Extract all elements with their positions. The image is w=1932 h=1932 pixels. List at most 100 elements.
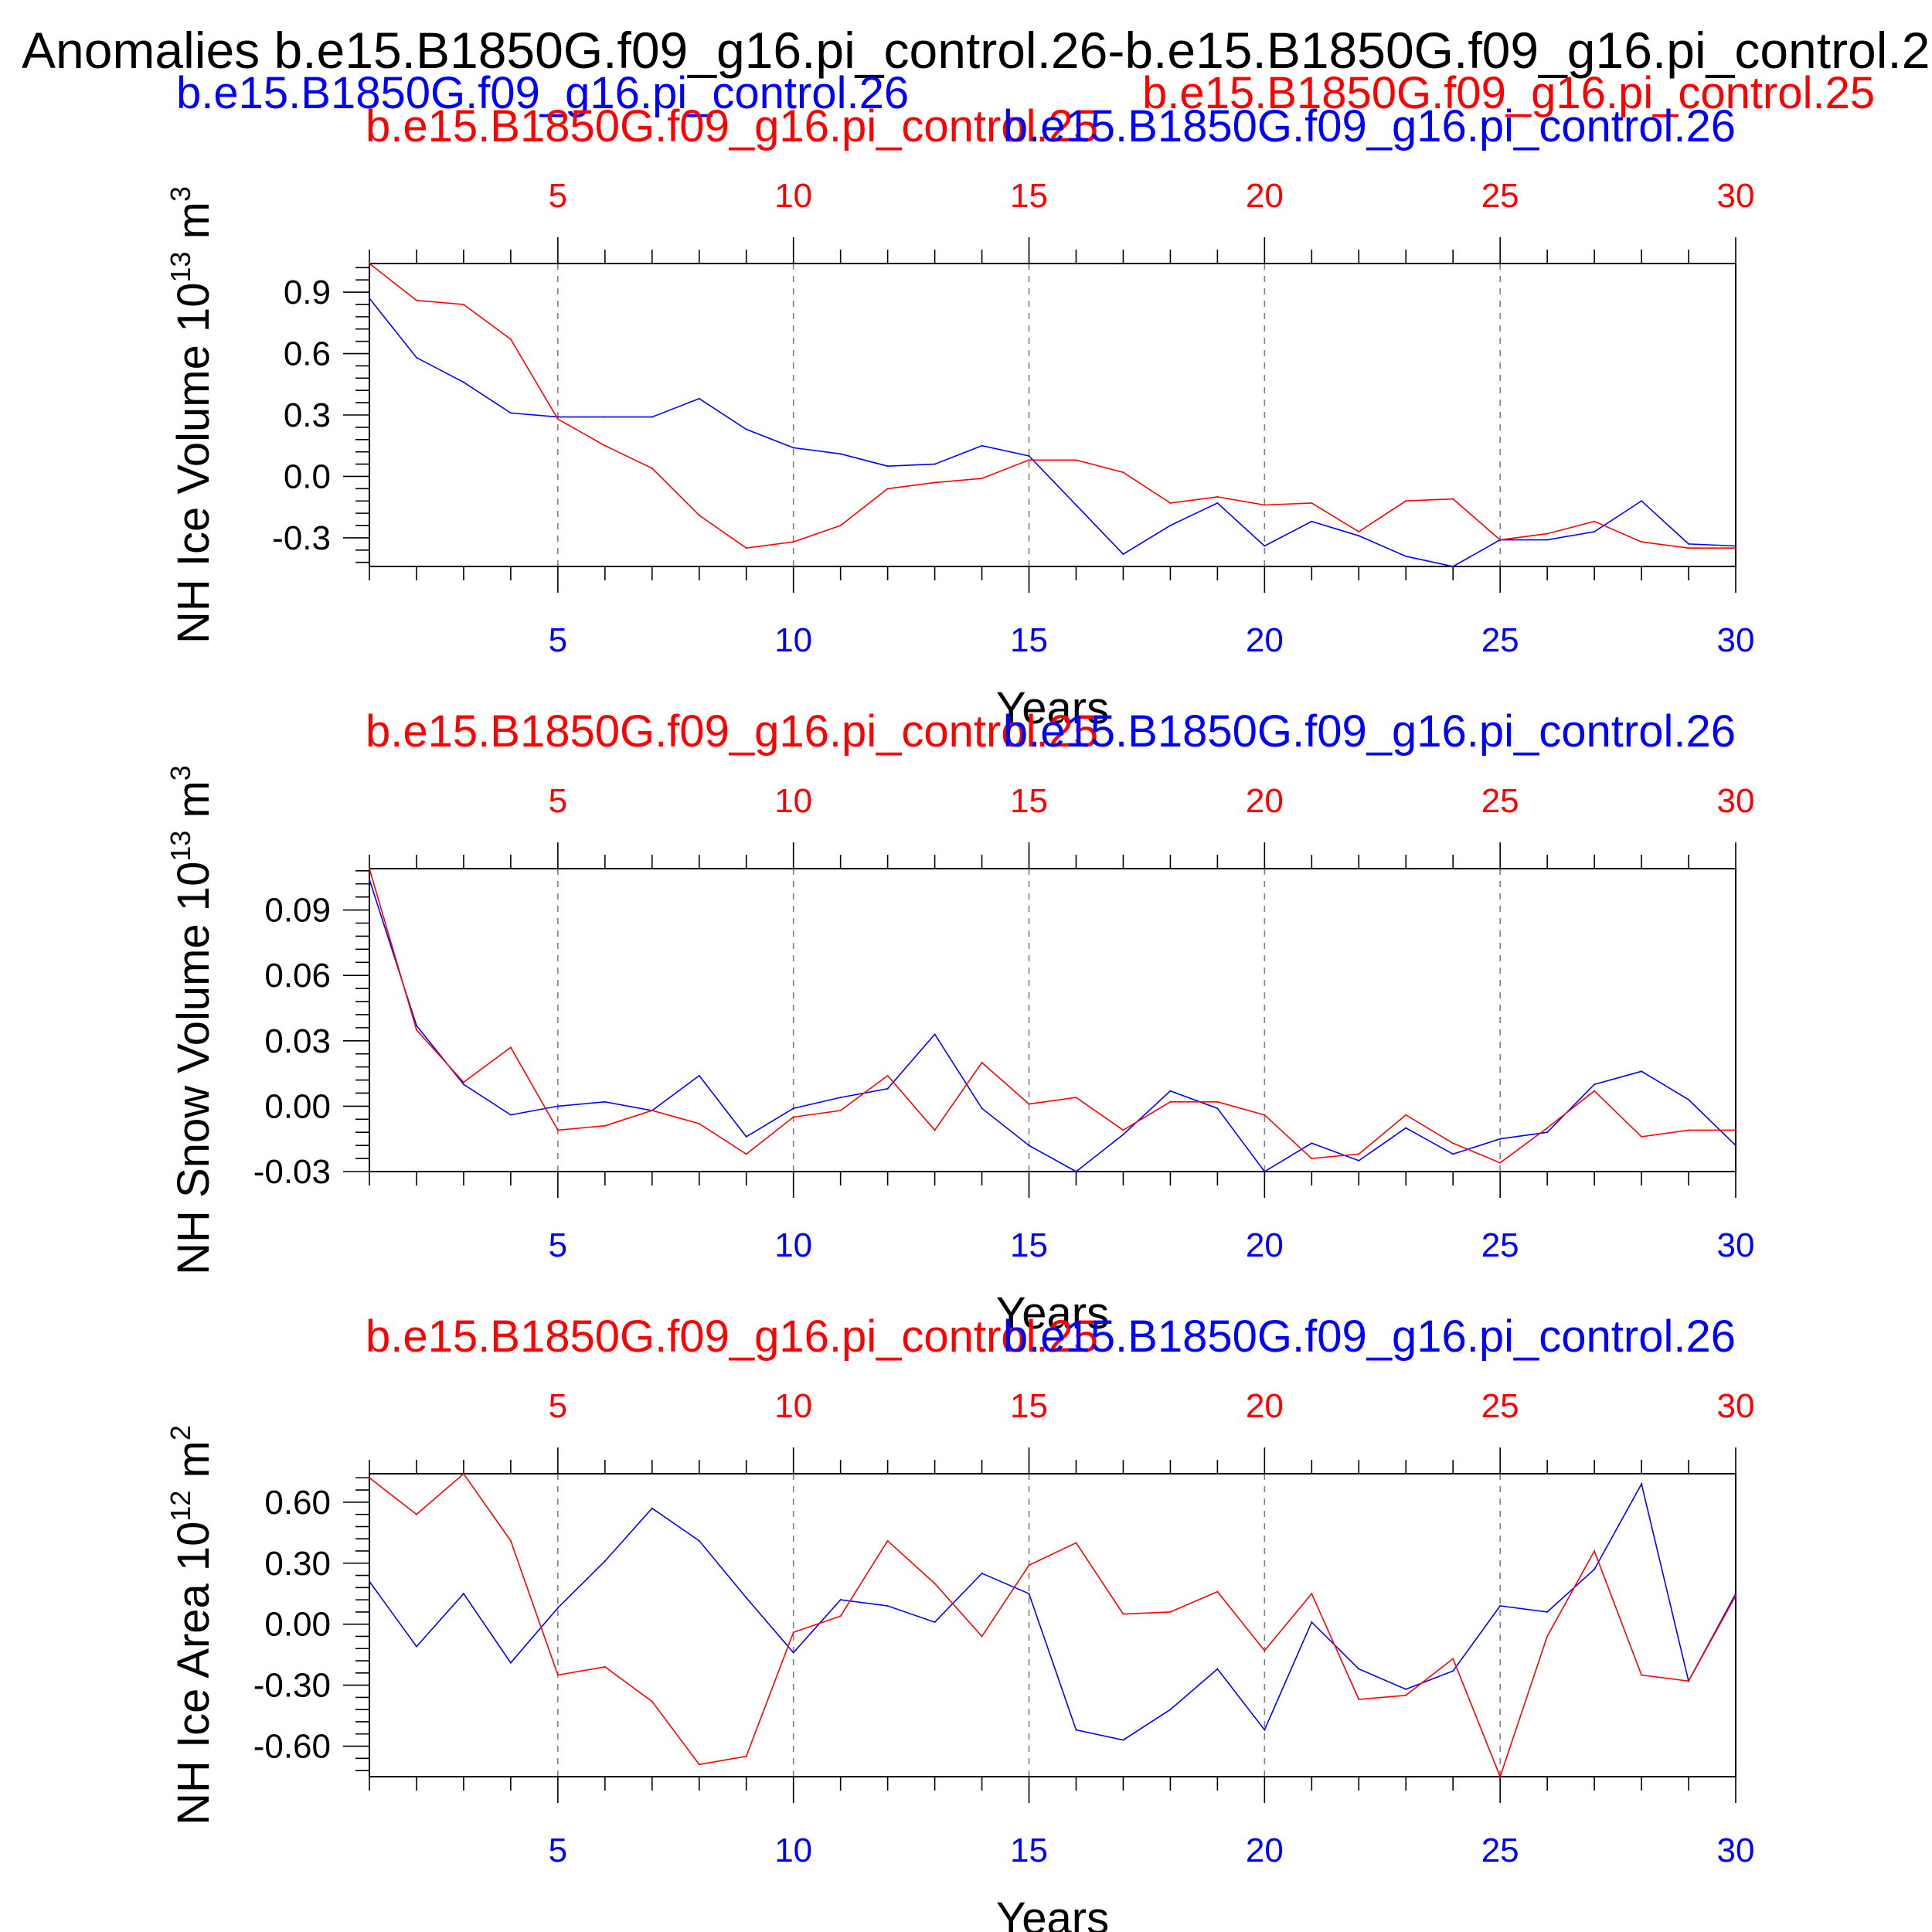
y-tick-label: 0.03 bbox=[264, 1022, 331, 1060]
data-point bbox=[1546, 1131, 1549, 1134]
panel-label-case-25: b.e15.B1850G.f09_g16.pi_control.25 bbox=[366, 706, 1098, 757]
x-axis-title: Years bbox=[996, 1288, 1109, 1338]
data-point bbox=[698, 397, 700, 400]
data-point bbox=[934, 1583, 936, 1585]
data-point bbox=[1735, 545, 1736, 547]
data-point bbox=[1594, 1083, 1596, 1086]
data-point bbox=[462, 1081, 464, 1083]
data-point bbox=[981, 1572, 983, 1574]
data-point bbox=[556, 1105, 559, 1107]
data-point bbox=[1216, 1590, 1219, 1593]
y-tick-label: 0.60 bbox=[264, 1484, 331, 1522]
data-point bbox=[1169, 1709, 1172, 1711]
x-tick-label-bottom: 20 bbox=[1246, 621, 1284, 659]
data-point bbox=[1546, 1635, 1549, 1638]
y-tick-label: 0.06 bbox=[264, 957, 331, 995]
panel-label-case-26: b.e15.B1850G.f09_g16.pi_control.26 bbox=[1003, 1311, 1736, 1362]
x-tick-label-top: 25 bbox=[1481, 782, 1519, 820]
series-line-case25 bbox=[369, 1472, 1736, 1779]
data-point bbox=[886, 465, 889, 468]
data-point bbox=[1122, 1129, 1124, 1131]
y-tick-label: 0.30 bbox=[264, 1545, 331, 1583]
x-tick-label-top: 30 bbox=[1717, 782, 1755, 820]
data-point bbox=[934, 1033, 936, 1036]
data-point bbox=[651, 1700, 653, 1702]
x-tick-label-top: 15 bbox=[1010, 1387, 1048, 1425]
data-point bbox=[1216, 1100, 1219, 1103]
data-point bbox=[1264, 504, 1266, 506]
x-tick-label-bottom: 5 bbox=[549, 1226, 567, 1264]
data-point bbox=[981, 1061, 983, 1063]
data-point bbox=[1216, 1107, 1219, 1110]
y-tick-label: -0.03 bbox=[253, 1153, 331, 1191]
data-point bbox=[1122, 1613, 1124, 1615]
data-point bbox=[886, 488, 889, 490]
data-point bbox=[698, 514, 700, 516]
data-point bbox=[1311, 1158, 1313, 1160]
data-point bbox=[462, 1593, 464, 1595]
data-point bbox=[604, 1124, 606, 1127]
data-point bbox=[886, 1539, 889, 1542]
data-point bbox=[369, 1477, 370, 1479]
x-tick-label-top: 10 bbox=[774, 1387, 812, 1425]
panel-label-case-26: b.e15.B1850G.f09_g16.pi_control.26 bbox=[1003, 101, 1736, 151]
data-point bbox=[415, 1645, 417, 1648]
data-point bbox=[369, 879, 370, 881]
x-axis-title: Years bbox=[996, 1893, 1109, 1932]
data-point bbox=[1264, 545, 1266, 547]
data-point bbox=[415, 299, 417, 301]
chart-panel-3: 5 5 10 10 15 15 20 20 25 25 30 30 -0.60 -0.30 0.00 0.30… bbox=[165, 1311, 1754, 1932]
x-tick-label-bottom: 25 bbox=[1481, 1226, 1519, 1264]
data-point bbox=[509, 1114, 512, 1116]
data-point bbox=[1028, 459, 1030, 461]
data-point bbox=[1405, 1127, 1407, 1129]
plot-frame bbox=[369, 1473, 1736, 1777]
data-point bbox=[1028, 1564, 1030, 1566]
data-point bbox=[886, 1605, 889, 1607]
data-point bbox=[1499, 1138, 1502, 1140]
data-point bbox=[839, 1097, 842, 1099]
x-tick-label-top: 5 bbox=[549, 1387, 567, 1425]
data-point bbox=[1641, 500, 1643, 502]
data-point bbox=[1499, 1605, 1502, 1607]
x-tick-label-top: 25 bbox=[1481, 1387, 1519, 1425]
chart-panel-1: 5 5 10 10 15 15 20 20 25 25 30 30 -0.3 0.0 0.3 0.6 0.9 b.… bbox=[165, 101, 1754, 733]
data-point bbox=[1735, 1129, 1736, 1131]
x-tick-label-bottom: 25 bbox=[1481, 1832, 1519, 1869]
data-point bbox=[556, 1607, 559, 1609]
data-point bbox=[1358, 1699, 1360, 1701]
data-point bbox=[1688, 1129, 1690, 1131]
data-point bbox=[1641, 1135, 1643, 1138]
data-point bbox=[369, 1580, 370, 1583]
data-point bbox=[651, 416, 653, 418]
data-point bbox=[1688, 1680, 1690, 1682]
data-point bbox=[1594, 1568, 1596, 1570]
data-point bbox=[509, 1662, 512, 1664]
data-point bbox=[1311, 520, 1313, 522]
y-axis-title-unit-exponent: 3 bbox=[165, 765, 196, 781]
data-point bbox=[1169, 502, 1172, 504]
data-point bbox=[369, 868, 370, 869]
data-point bbox=[1735, 1145, 1736, 1147]
data-point bbox=[604, 416, 606, 418]
data-point bbox=[1169, 1100, 1172, 1103]
data-point bbox=[1405, 1694, 1407, 1696]
y-tick-label: 0.0 bbox=[284, 457, 331, 495]
data-point bbox=[651, 1110, 653, 1112]
data-point bbox=[1122, 553, 1124, 556]
data-point bbox=[1641, 1674, 1643, 1676]
data-point bbox=[1264, 1649, 1266, 1651]
y-axis-title-exponent: 12 bbox=[165, 1491, 196, 1522]
data-point bbox=[415, 1025, 417, 1027]
data-point bbox=[1594, 520, 1596, 522]
data-point bbox=[1641, 1070, 1643, 1073]
data-point bbox=[462, 1083, 464, 1086]
y-axis-title-main: NH Ice Area 10 bbox=[168, 1522, 219, 1825]
data-point bbox=[792, 1631, 794, 1634]
data-point bbox=[1075, 504, 1077, 506]
y-tick-label: 0.9 bbox=[284, 274, 331, 311]
data-point bbox=[1264, 1114, 1266, 1116]
data-point bbox=[745, 428, 747, 430]
x-tick-label-bottom: 20 bbox=[1246, 1226, 1284, 1264]
x-axis-title: Years bbox=[996, 683, 1109, 733]
